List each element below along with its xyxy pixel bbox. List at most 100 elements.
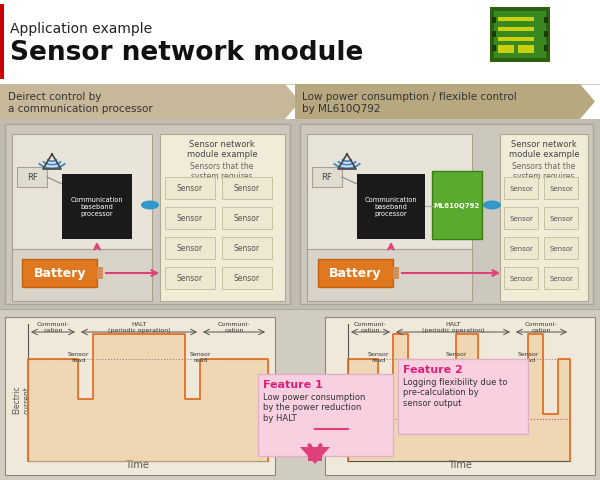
Bar	[504, 238, 538, 260]
Bar	[432, 172, 482, 240]
Text: Communi-
cation: Communi- cation	[354, 321, 386, 332]
Text: Sensor: Sensor	[177, 184, 203, 193]
Text: Logging flexibility due to
pre-calculation by
sensor output: Logging flexibility due to pre-calculati…	[403, 377, 508, 407]
Bar	[498, 18, 534, 22]
Polygon shape	[300, 447, 330, 464]
Text: Sensor: Sensor	[234, 274, 260, 283]
Bar	[307, 250, 472, 301]
Text: HALT
(periodic operation): HALT (periodic operation)	[108, 321, 170, 332]
Text: Time: Time	[448, 459, 472, 469]
Text: Low power consumption / flexible control
by ML610Q792: Low power consumption / flexible control…	[302, 92, 517, 113]
Bar	[500, 135, 588, 301]
Text: ML610Q792: ML610Q792	[434, 203, 480, 209]
Bar	[0, 309, 600, 480]
Text: Low power consumption
by the power reduction
by HALT: Low power consumption by the power reduc…	[263, 392, 365, 422]
Text: Sensors that the
system requires: Sensors that the system requires	[190, 162, 254, 181]
Bar	[544, 46, 548, 52]
Text: Application example: Application example	[10, 22, 152, 36]
Text: Communi-
cation: Communi- cation	[218, 321, 250, 332]
Polygon shape	[295, 85, 595, 120]
Bar	[22, 260, 97, 288]
Ellipse shape	[141, 201, 159, 210]
Ellipse shape	[483, 201, 501, 210]
Text: Communication
baseband
processor: Communication baseband processor	[71, 197, 124, 216]
Bar	[393, 267, 399, 279]
Bar	[492, 46, 496, 52]
Bar	[62, 175, 132, 240]
Text: Sensor: Sensor	[234, 214, 260, 223]
Text: HALT
(periodic operation): HALT (periodic operation)	[422, 321, 484, 332]
Text: Sensors that the
system requires: Sensors that the system requires	[512, 162, 575, 181]
Bar	[318, 260, 393, 288]
Text: Sensor network module: Sensor network module	[10, 40, 364, 66]
Bar	[494, 12, 546, 59]
Text: Sensor: Sensor	[177, 274, 203, 283]
Bar	[498, 38, 534, 42]
Text: Sensor network
module example: Sensor network module example	[187, 140, 257, 159]
Text: Sensor: Sensor	[509, 216, 533, 222]
Text: Deirect control by
a communication processor: Deirect control by a communication proce…	[8, 92, 153, 113]
Text: Sensor: Sensor	[509, 186, 533, 192]
Bar	[492, 18, 496, 24]
Bar	[544, 18, 548, 24]
Bar	[5, 317, 275, 475]
Text: Battery: Battery	[34, 267, 86, 280]
Bar	[0, 120, 600, 309]
Text: Communi-
cation: Communi- cation	[525, 321, 557, 332]
Text: Sensor: Sensor	[234, 244, 260, 253]
Text: Electric
current: Electric current	[12, 385, 31, 413]
Bar	[504, 207, 538, 229]
Bar	[518, 46, 534, 54]
Bar	[12, 250, 152, 301]
Bar	[504, 178, 538, 200]
Bar	[300, 125, 593, 304]
Bar	[357, 175, 425, 240]
Bar	[504, 267, 538, 289]
Text: Communication
baseband
processor: Communication baseband processor	[365, 197, 418, 216]
Bar	[498, 46, 514, 54]
Bar	[222, 267, 272, 289]
Bar	[492, 32, 496, 38]
Text: Sensor: Sensor	[549, 276, 573, 281]
Bar	[5, 125, 290, 304]
Bar	[165, 267, 215, 289]
Bar	[498, 28, 534, 32]
Bar	[165, 178, 215, 200]
Text: Sensor: Sensor	[177, 244, 203, 253]
Bar	[398, 359, 528, 434]
Text: Sensor: Sensor	[177, 214, 203, 223]
Text: RF: RF	[26, 173, 37, 182]
Bar	[0, 5, 4, 80]
Text: Sensor: Sensor	[509, 276, 533, 281]
Bar	[222, 238, 272, 260]
Text: Communi-
cation: Communi- cation	[37, 321, 69, 332]
Bar	[325, 317, 595, 475]
Text: RF: RF	[322, 173, 332, 182]
Bar	[17, 168, 47, 188]
Text: Sensor
read: Sensor read	[517, 351, 539, 362]
Bar	[258, 374, 393, 456]
Bar	[312, 168, 342, 188]
Text: Sensor
read: Sensor read	[445, 351, 467, 362]
Bar	[544, 238, 578, 260]
Bar	[544, 207, 578, 229]
Text: Sensor: Sensor	[549, 186, 573, 192]
Bar	[307, 135, 472, 289]
Bar	[12, 135, 152, 289]
Text: Sensor: Sensor	[509, 245, 533, 252]
Bar	[544, 178, 578, 200]
Text: Sensor: Sensor	[234, 184, 260, 193]
Text: Feature 2: Feature 2	[403, 364, 463, 374]
Text: Sensor: Sensor	[549, 216, 573, 222]
Bar	[308, 447, 322, 461]
Bar	[97, 267, 103, 279]
Bar	[160, 135, 285, 301]
Bar	[165, 238, 215, 260]
Bar	[490, 8, 550, 63]
Text: Sensor
read: Sensor read	[189, 351, 211, 362]
Bar	[165, 207, 215, 229]
Text: Sensor
read: Sensor read	[67, 351, 89, 362]
Bar	[0, 0, 600, 85]
Text: Sensor
read: Sensor read	[367, 351, 389, 362]
Bar	[544, 267, 578, 289]
